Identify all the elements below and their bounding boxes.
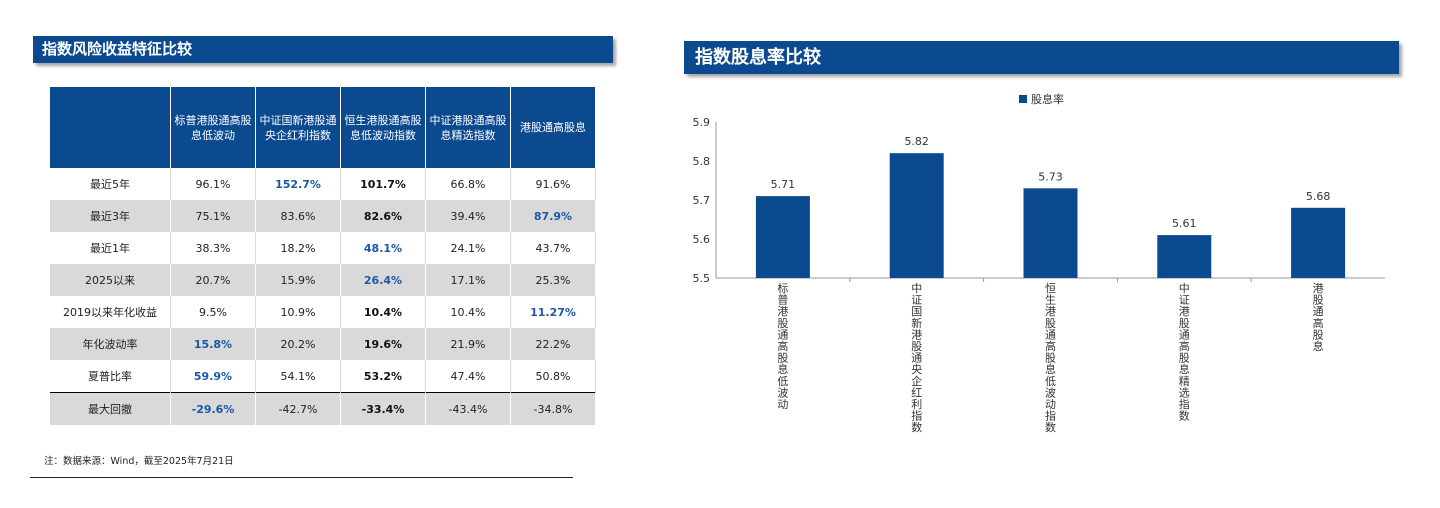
x-category-label: 中证国新港股通央企红利指数 (911, 282, 922, 434)
table-cell: 47.4% (425, 360, 511, 393)
row-label: 2019以来年化收益 (50, 296, 171, 328)
table-cell: 82.6% (340, 200, 426, 232)
y-tick-label: 5.5 (693, 272, 711, 285)
legend-swatch (1019, 95, 1027, 103)
bar-value-label: 5.82 (904, 135, 929, 148)
table-cell: 15.9% (255, 264, 341, 296)
table-cell: 22.2% (510, 328, 596, 360)
table-cell: 26.4% (340, 264, 426, 296)
table-row: 夏普比率 59.9% 54.1% 53.2% 47.4% 50.8% (50, 360, 596, 393)
table-cell: 39.4% (425, 200, 511, 232)
divider (30, 477, 573, 478)
table-cell: 83.6% (255, 200, 341, 232)
bar (1291, 207, 1346, 278)
table-cell: 96.1% (170, 168, 256, 200)
dividend-yield-chart: 股息率 5.5 5.6 5.7 5.8 5.9 5.71 标普港股通高股息低波动 5.82 中证国… (693, 92, 1385, 434)
dividend-chart-title: 指数股息率比较 (684, 41, 1399, 74)
table-cell: 24.1% (425, 232, 511, 264)
legend-label: 股息率 (1031, 92, 1064, 106)
table-cell: 87.9% (510, 200, 596, 232)
data-source-note: 注：数据来源：Wind，截至2025年7月21日 (44, 456, 234, 467)
risk-return-table: 标普港股通高股息低波动 中证国新港股通央企红利指数 恒生港股通高股息低波动指数 … (50, 87, 596, 425)
table-cell: 101.7% (340, 168, 426, 200)
table-cell: -42.7% (255, 392, 341, 425)
column-header: 标普港股通高股息低波动 (170, 87, 256, 168)
table-cell: 54.1% (255, 360, 341, 393)
bar-value-label: 5.71 (771, 178, 796, 191)
row-label: 最近5年 (50, 168, 171, 200)
table-cell: 43.7% (510, 232, 596, 264)
x-category-label: 标普港股通高股息低波动 (777, 281, 788, 411)
column-header: 港股通高股息 (510, 87, 596, 168)
table-corner (50, 87, 171, 168)
row-label: 年化波动率 (50, 328, 171, 360)
table-cell: 38.3% (170, 232, 256, 264)
table-header-row: 标普港股通高股息低波动 中证国新港股通央企红利指数 恒生港股通高股息低波动指数 … (50, 87, 596, 168)
table-cell: 10.4% (425, 296, 511, 328)
x-category-label: 恒生港股通高股息低波动指数 (1045, 282, 1056, 434)
bar-value-label: 5.61 (1172, 217, 1197, 230)
table-row: 年化波动率 15.8% 20.2% 19.6% 21.9% 22.2% (50, 328, 596, 360)
bar (755, 196, 810, 278)
x-category-label: 中证港股通高股息精选指数 (1179, 282, 1190, 423)
y-tick-label: 5.9 (693, 116, 711, 129)
row-label: 最大回撤 (50, 392, 171, 425)
bar (889, 153, 944, 278)
table-cell: -34.8% (510, 392, 596, 425)
bar (1023, 188, 1078, 278)
table-cell: 10.9% (255, 296, 341, 328)
table-cell: -29.6% (170, 392, 256, 425)
y-tick-label: 5.6 (693, 233, 711, 246)
table-cell: 20.2% (255, 328, 341, 360)
row-label: 最近1年 (50, 232, 171, 264)
y-tick-label: 5.8 (693, 155, 711, 168)
table-cell: 10.4% (340, 296, 426, 328)
table-row: 最近3年 75.1% 83.6% 82.6% 39.4% 87.9% (50, 200, 596, 232)
row-label: 最近3年 (50, 200, 171, 232)
bar (1157, 235, 1212, 278)
column-header: 恒生港股通高股息低波动指数 (340, 87, 426, 168)
table-cell: 152.7% (255, 168, 341, 200)
table-row: 2025以来 20.7% 15.9% 26.4% 17.1% 25.3% (50, 264, 596, 296)
table-row: 最大回撤 -29.6% -42.7% -33.4% -43.4% -34.8% (50, 392, 596, 425)
table-cell: 15.8% (170, 328, 256, 360)
table-cell: 50.8% (510, 360, 596, 393)
table-cell: 20.7% (170, 264, 256, 296)
table-cell: 66.8% (425, 168, 511, 200)
column-header: 中证国新港股通央企红利指数 (255, 87, 341, 168)
bar-value-label: 5.68 (1306, 190, 1331, 203)
table-cell: 59.9% (170, 360, 256, 393)
table-row: 最近1年 38.3% 18.2% 48.1% 24.1% 43.7% (50, 232, 596, 264)
table-cell: 9.5% (170, 296, 256, 328)
table-cell: 53.2% (340, 360, 426, 393)
bar-value-label: 5.73 (1038, 170, 1063, 183)
table-cell: 21.9% (425, 328, 511, 360)
x-category-label: 港股通高股息 (1313, 282, 1324, 353)
table-cell: 91.6% (510, 168, 596, 200)
table-row: 最近5年 96.1% 152.7% 101.7% 66.8% 91.6% (50, 168, 596, 200)
table-cell: 75.1% (170, 200, 256, 232)
column-header: 中证港股通高股息精选指数 (425, 87, 511, 168)
table-cell: 18.2% (255, 232, 341, 264)
row-label: 2025以来 (50, 264, 171, 296)
table-cell: -33.4% (340, 392, 426, 425)
y-tick-label: 5.7 (693, 194, 711, 207)
table-cell: 48.1% (340, 232, 426, 264)
table-cell: 11.27% (510, 296, 596, 328)
table-row: 2019以来年化收益 9.5% 10.9% 10.4% 10.4% 11.27% (50, 296, 596, 328)
table-cell: 19.6% (340, 328, 426, 360)
row-label: 夏普比率 (50, 360, 171, 393)
table-cell: 17.1% (425, 264, 511, 296)
table-cell: 25.3% (510, 264, 596, 296)
table-cell: -43.4% (425, 392, 511, 425)
risk-return-title: 指数风险收益特征比较 (33, 36, 613, 63)
